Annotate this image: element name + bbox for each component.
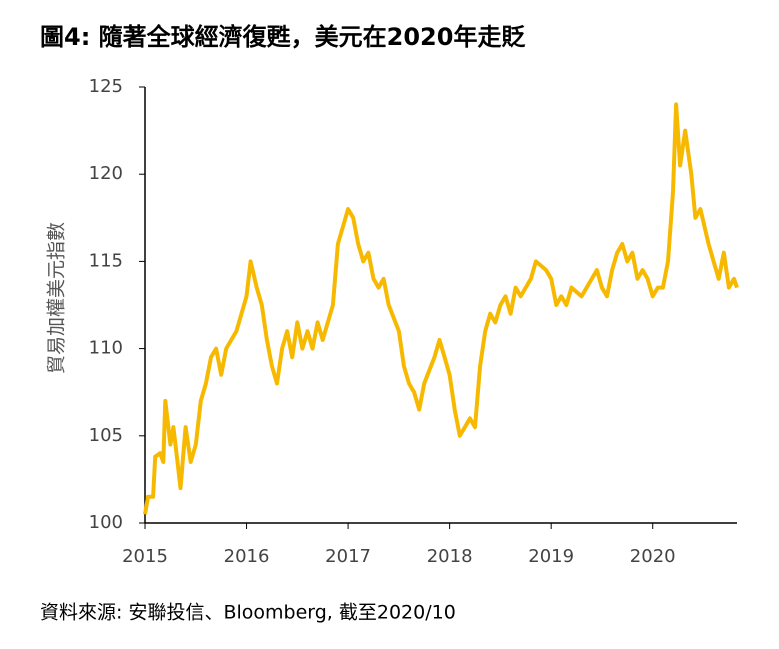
x-tick-label: 2015 xyxy=(122,546,168,567)
x-tick-label: 2016 xyxy=(224,546,270,567)
x-tick-label: 2017 xyxy=(325,546,371,567)
x-tick-label: 2018 xyxy=(427,546,473,567)
data-line xyxy=(143,102,739,515)
chart-title: 圖4: 隨著全球經濟復甦，美元在2020年走貶 xyxy=(40,23,525,51)
y-tick-label: 115 xyxy=(89,250,123,271)
y-tick-label: 120 xyxy=(89,163,123,184)
x-tick-label: 2019 xyxy=(528,546,574,567)
y-axis-label: 貿易加權美元指數 xyxy=(46,222,68,374)
y-tick-label: 125 xyxy=(89,76,123,97)
y-tick-label: 100 xyxy=(89,512,123,533)
x-tick-label: 2020 xyxy=(630,546,676,567)
source-note: 資料來源: 安聯投信、Bloomberg, 截至2020/10 xyxy=(40,602,456,624)
y-tick-label: 105 xyxy=(89,425,123,446)
y-tick-label: 110 xyxy=(89,338,123,359)
